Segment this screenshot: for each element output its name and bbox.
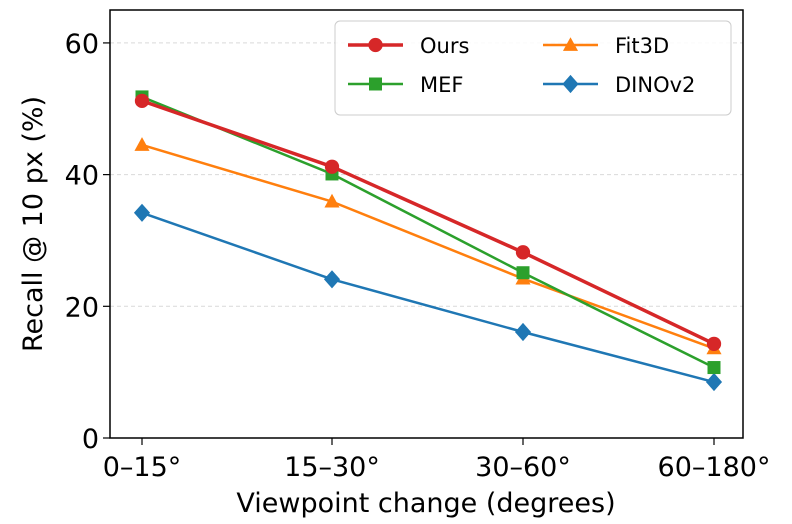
legend-item-fit3d: Fit3D bbox=[543, 34, 669, 58]
data-point bbox=[707, 361, 721, 375]
x-axis-ticks: 0–15° 15–30° 30–60° 60–180° bbox=[103, 438, 771, 483]
legend-item-mef: MEF bbox=[348, 73, 463, 97]
legend-marker bbox=[562, 37, 579, 51]
series-line bbox=[141, 143, 715, 350]
legend-box bbox=[334, 20, 732, 116]
legend-marker bbox=[562, 74, 579, 94]
y-tick-label: 60 bbox=[65, 29, 99, 60]
data-point bbox=[324, 159, 340, 174]
series-mef bbox=[135, 90, 721, 375]
legend-label: MEF bbox=[420, 73, 463, 97]
x-axis-label: Viewpoint change (degrees) bbox=[236, 488, 615, 519]
series-line bbox=[141, 211, 715, 384]
series-fit3d bbox=[134, 137, 722, 355]
data-point bbox=[516, 266, 530, 280]
legend: Ours MEF Fit3D DINOv2 bbox=[334, 20, 732, 116]
series-layer bbox=[133, 90, 723, 392]
y-tick-label: 0 bbox=[82, 424, 99, 455]
data-point bbox=[133, 203, 151, 222]
data-point bbox=[134, 93, 150, 109]
legend-marker bbox=[368, 37, 383, 53]
y-axis-ticks: 0 20 40 60 bbox=[65, 29, 110, 455]
series-line bbox=[141, 99, 715, 346]
series-line bbox=[141, 95, 715, 369]
data-point bbox=[514, 322, 532, 342]
y-tick-label: 40 bbox=[65, 161, 99, 192]
series-dinov2 bbox=[133, 203, 723, 392]
legend-item-ours: Ours bbox=[348, 34, 469, 58]
data-point bbox=[515, 245, 531, 260]
data-point bbox=[705, 372, 723, 392]
x-tick-label: 15–30° bbox=[284, 452, 380, 483]
data-point bbox=[706, 336, 722, 351]
legend-label: Fit3D bbox=[615, 34, 669, 58]
data-point bbox=[323, 270, 341, 289]
series-ours bbox=[134, 93, 722, 351]
data-point bbox=[134, 137, 150, 151]
y-axis-label: Recall @ 10 px (%) bbox=[18, 96, 49, 352]
legend-label: DINOv2 bbox=[615, 73, 695, 97]
data-point bbox=[324, 193, 340, 208]
plot-frame bbox=[109, 9, 744, 439]
legend-item-dinov2: DINOv2 bbox=[543, 73, 695, 97]
x-tick-label: 0–15° bbox=[103, 452, 182, 483]
x-tick-label: 30–60° bbox=[475, 452, 571, 483]
y-tick-label: 20 bbox=[65, 292, 99, 323]
x-tick-label: 60–180° bbox=[658, 452, 771, 483]
legend-label: Ours bbox=[420, 34, 469, 58]
legend-marker bbox=[369, 77, 382, 91]
